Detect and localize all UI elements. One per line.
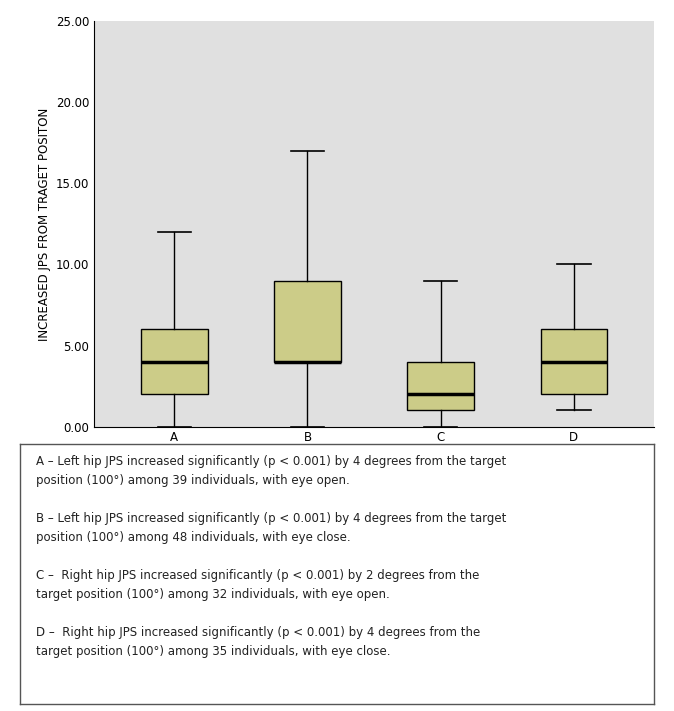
Text: A – Left hip JPS increased significantly (p < 0.001) by 4 degrees from the targe: A – Left hip JPS increased significantly… [36,455,506,658]
PathPatch shape [141,329,208,394]
PathPatch shape [541,329,607,394]
Y-axis label: INCREASED JPS FROM TRAGET POSITON: INCREASED JPS FROM TRAGET POSITON [38,107,51,341]
PathPatch shape [407,362,474,410]
X-axis label: VARIABLES: VARIABLES [333,451,415,464]
PathPatch shape [274,281,341,362]
